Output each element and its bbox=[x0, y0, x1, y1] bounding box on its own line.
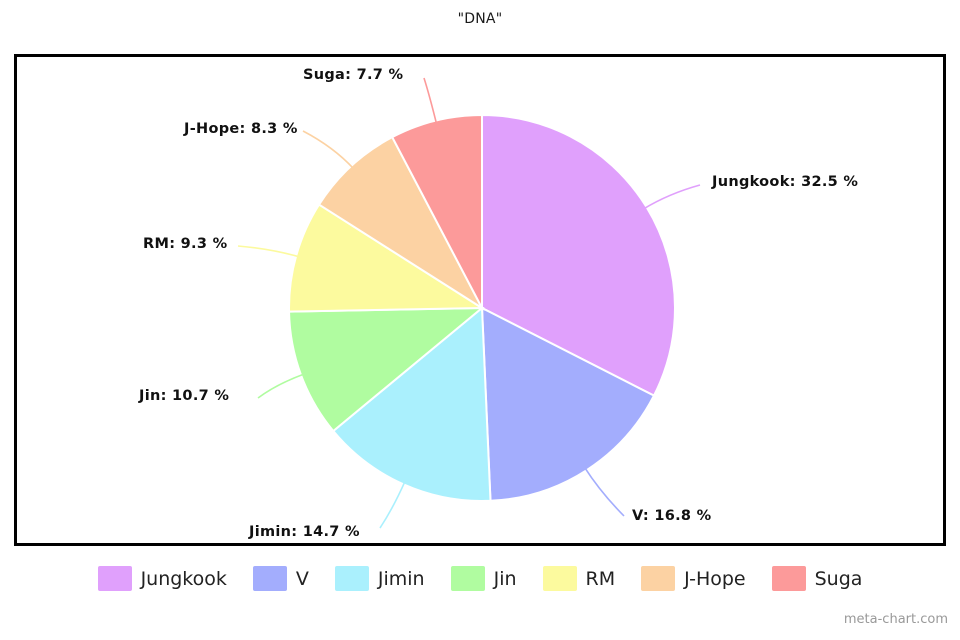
legend: Jungkook V Jimin Jin RM J-Hope Suga bbox=[0, 566, 960, 591]
legend-item[interactable]: Jungkook bbox=[97, 566, 227, 591]
legend-item-label: V bbox=[295, 567, 309, 590]
legend-swatch-icon bbox=[450, 566, 485, 591]
legend-item[interactable]: V bbox=[252, 566, 309, 591]
legend-item-label: Jungkook bbox=[140, 567, 227, 590]
watermark: meta-chart.com bbox=[843, 612, 948, 627]
chart-title: "DNA" bbox=[457, 11, 503, 27]
legend-swatch-icon bbox=[252, 566, 287, 591]
legend-swatch-icon bbox=[771, 566, 806, 591]
slice-label-suga: Suga: 7.7 % bbox=[303, 67, 404, 83]
slice-label-jungkook: Jungkook: 32.5 % bbox=[712, 174, 859, 190]
slice-label-jhope: J-Hope: 8.3 % bbox=[184, 121, 298, 137]
legend-item[interactable]: RM bbox=[542, 566, 616, 591]
legend-swatch-icon bbox=[97, 566, 132, 591]
legend-item-label: Jin bbox=[493, 567, 517, 590]
legend-swatch-icon bbox=[334, 566, 369, 591]
legend-item-label: J-Hope bbox=[684, 567, 746, 590]
legend-item[interactable]: J-Hope bbox=[641, 566, 746, 591]
slice-label-jimin: Jimin: 14.7 % bbox=[249, 524, 360, 540]
legend-item[interactable]: Jin bbox=[450, 566, 517, 591]
slice-label-rm: RM: 9.3 % bbox=[143, 236, 228, 252]
plot-frame bbox=[14, 54, 946, 546]
legend-swatch-icon bbox=[641, 566, 676, 591]
legend-item-label: Jimin bbox=[377, 567, 425, 590]
legend-item[interactable]: Suga bbox=[771, 566, 863, 591]
legend-item[interactable]: Jimin bbox=[334, 566, 425, 591]
slice-label-jin: Jin: 10.7 % bbox=[139, 388, 230, 404]
legend-swatch-icon bbox=[542, 566, 577, 591]
legend-item-label: Suga bbox=[814, 567, 863, 590]
legend-item-label: RM bbox=[585, 567, 616, 590]
slice-label-v: V: 16.8 % bbox=[632, 508, 712, 524]
